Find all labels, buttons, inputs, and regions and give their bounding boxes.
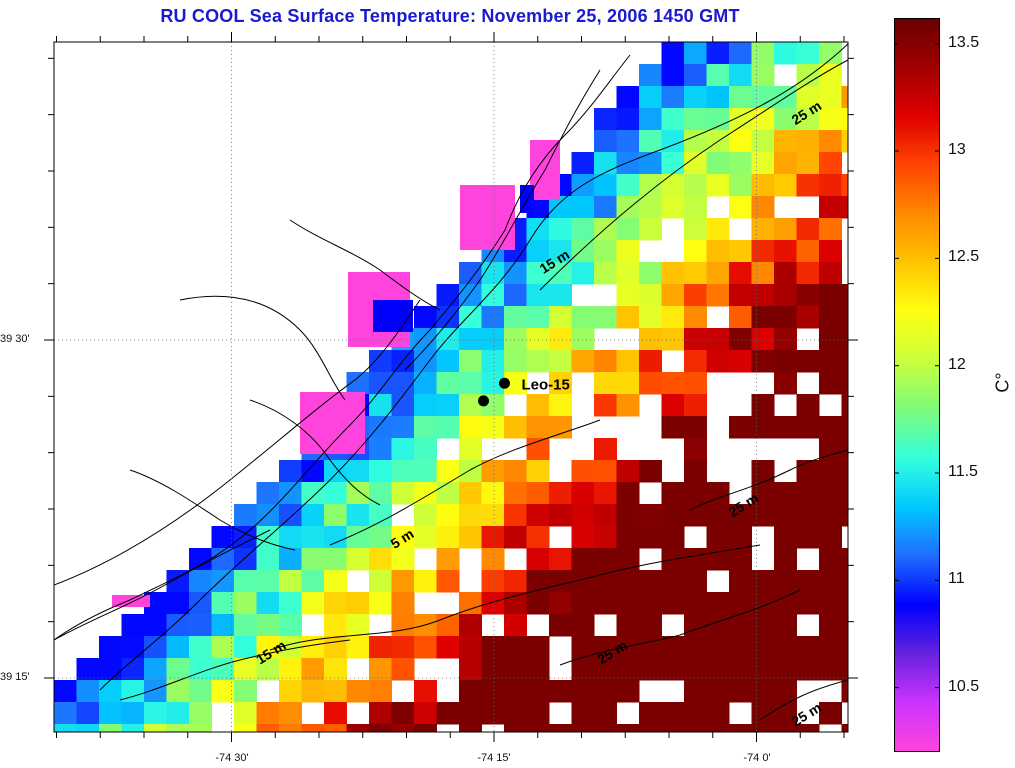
colorbar-tick-13: 13 (948, 141, 966, 159)
sst-raster (54, 42, 848, 732)
station-node-b (478, 395, 489, 407)
lon-label-74-30: -74 30' (215, 752, 249, 764)
lon-label-74-15: -74 15' (477, 752, 511, 764)
colorbar (894, 18, 940, 752)
colorbar-tick-11: 11 (948, 570, 965, 588)
lat-label-39-15: 39 15' (0, 671, 30, 683)
map-title: RU COOL Sea Surface Temperature: Novembe… (160, 6, 740, 26)
colorbar-tick-13-5: 13.5 (948, 33, 980, 51)
colorbar-tick-11-5: 11.5 (948, 462, 978, 480)
lon-label-74-0: -74 0' (743, 752, 771, 764)
station-markers: Leo-15 (478, 376, 570, 407)
graticule (54, 42, 848, 732)
colorbar-tick-10-5: 10.5 (948, 677, 980, 695)
coastline (54, 43, 848, 721)
colorbar-tick-12-5: 12.5 (948, 248, 980, 266)
plot-frame (53, 41, 849, 733)
colorbar-unit: C° (992, 372, 1013, 393)
station-leo-15 (499, 377, 510, 389)
station-label: Leo-15 (522, 376, 570, 393)
colorbar-tick-12: 12 (948, 355, 966, 373)
lat-label-39-30: 39 30' (0, 333, 30, 345)
